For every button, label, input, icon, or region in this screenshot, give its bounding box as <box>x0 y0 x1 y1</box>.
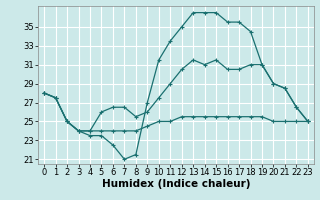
X-axis label: Humidex (Indice chaleur): Humidex (Indice chaleur) <box>102 179 250 189</box>
